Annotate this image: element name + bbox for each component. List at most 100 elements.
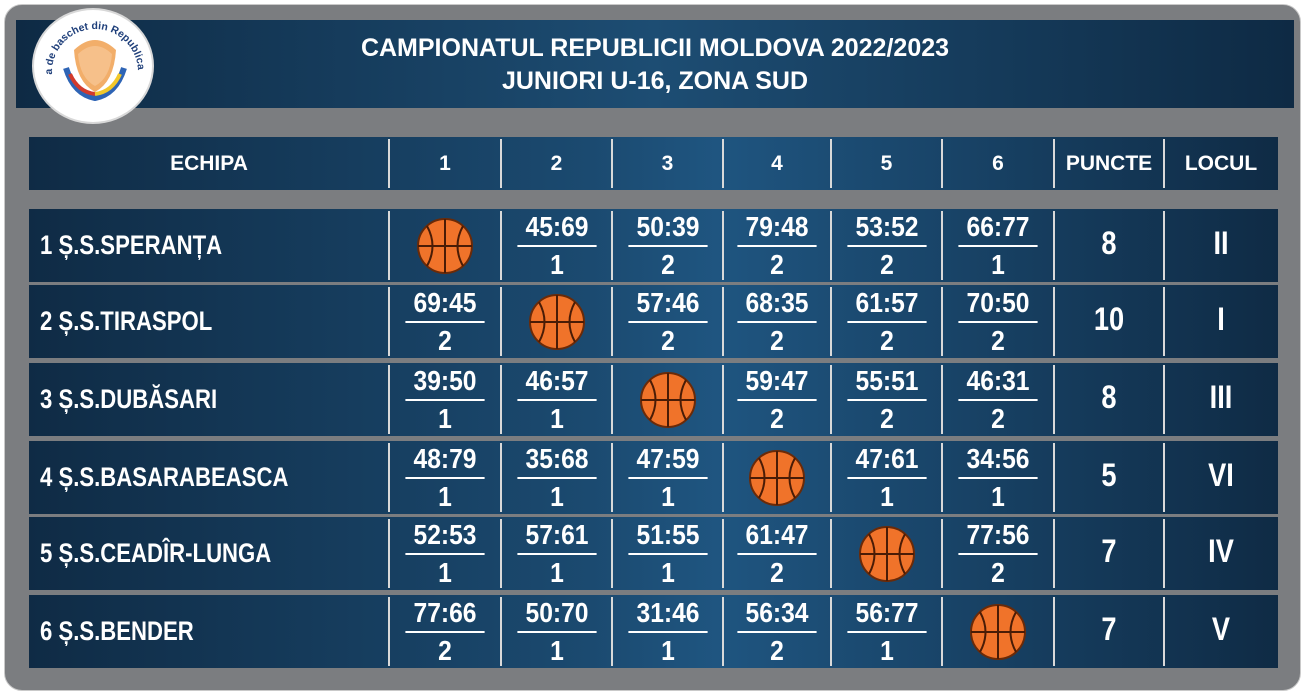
match-score: 50:70 [516, 597, 597, 633]
team-name: 6 Ș.S.BENDER [40, 616, 194, 646]
match-score: 56:77 [846, 597, 927, 633]
basketball-icon [639, 371, 697, 429]
match-points: 2 [770, 325, 784, 356]
match-score: 48:79 [405, 443, 485, 479]
match-result: 34:56 1 [958, 443, 1038, 513]
match-score: 31:46 [627, 597, 708, 633]
column-divider [611, 519, 613, 588]
table-header-row [29, 137, 1278, 190]
match-score: 52:53 [405, 519, 485, 555]
column-divider [1163, 365, 1165, 434]
match-score: 50:39 [627, 211, 708, 247]
match-points: 1 [549, 557, 564, 588]
match-points: 1 [438, 403, 452, 434]
match-points: 2 [770, 249, 784, 280]
match-points: 2 [438, 325, 452, 356]
match-score: 51:55 [627, 519, 708, 555]
column-divider [611, 211, 613, 280]
match-points: 1 [660, 635, 675, 666]
column-divider [611, 443, 613, 512]
column-divider [830, 443, 832, 512]
column-header-1: 1 [439, 151, 451, 175]
column-divider [1163, 139, 1165, 188]
team-rank: V [1211, 611, 1231, 647]
basketball-icon [416, 217, 474, 275]
column-divider [611, 365, 613, 434]
team-points: 8 [1101, 225, 1117, 261]
match-score: 79:48 [737, 211, 817, 247]
match-score: 77:66 [405, 597, 485, 633]
column-divider [941, 597, 943, 666]
match-score: 45:69 [516, 211, 597, 247]
match-result: 57:46 2 [627, 287, 708, 357]
match-points: 2 [770, 635, 784, 666]
team-points: 8 [1101, 379, 1117, 415]
title-line-2: JUNIORI U-16, ZONA SUD [501, 67, 809, 95]
match-points: 2 [770, 557, 784, 588]
match-result: 61:47 2 [737, 519, 817, 589]
column-divider [830, 139, 832, 188]
match-points: 2 [660, 249, 675, 280]
match-score: 61:47 [737, 519, 817, 555]
column-divider [611, 597, 613, 666]
match-points: 2 [991, 557, 1005, 588]
column-divider [941, 519, 943, 588]
column-divider [1053, 443, 1055, 512]
match-result: 47:59 1 [627, 443, 708, 513]
column-divider [830, 211, 832, 280]
team-name: 4 Ș.S.BASARABEASCA [40, 462, 289, 492]
match-score: 34:56 [958, 443, 1038, 479]
column-divider [388, 211, 390, 280]
team-name: 1 Ș.S.SPERANȚA [40, 230, 223, 260]
match-result: 77:56 2 [958, 519, 1038, 589]
match-score: 35:68 [516, 443, 597, 479]
column-divider [611, 139, 613, 188]
match-result: 35:68 1 [516, 443, 597, 513]
match-result: 57:61 1 [516, 519, 597, 589]
match-result: 50:39 2 [627, 211, 708, 281]
column-header-5: 5 [880, 151, 893, 175]
match-points: 1 [660, 481, 675, 512]
match-score: 57:46 [627, 287, 708, 323]
match-score: 70:50 [958, 287, 1038, 323]
match-points: 1 [879, 481, 894, 512]
column-divider [500, 211, 502, 280]
column-header-puncte: PUNCTE [1065, 151, 1153, 175]
column-divider [941, 211, 943, 280]
match-result: 56:77 1 [846, 597, 927, 667]
match-score: 77:56 [958, 519, 1038, 555]
column-divider [1163, 443, 1165, 512]
match-points: 1 [549, 481, 564, 512]
match-points: 2 [438, 635, 452, 666]
match-points: 2 [879, 249, 894, 280]
team-rank: IV [1208, 533, 1234, 569]
team-rank: II [1213, 225, 1229, 261]
column-divider [1163, 211, 1165, 280]
column-divider [500, 287, 502, 356]
title-line-1: CAMPIONATUL REPUBLICII MOLDOVA 2022/2023 [360, 34, 950, 62]
federation-logo: Federația de baschet din Republica Moldo… [32, 8, 154, 124]
column-divider [388, 443, 390, 512]
column-divider [941, 365, 943, 434]
team-name: 5 Ș.S.CEADÎR-LUNGA [40, 538, 272, 568]
match-result: 66:77 1 [958, 211, 1038, 281]
match-points: 1 [660, 557, 675, 588]
match-score: 69:45 [405, 287, 485, 323]
team-name: 2 Ș.S.TIRASPOL [40, 306, 213, 336]
match-score: 46:57 [516, 365, 597, 401]
match-result: 50:70 1 [516, 597, 597, 667]
match-score: 68:35 [737, 287, 817, 323]
match-points: 1 [549, 249, 564, 280]
column-divider [388, 139, 390, 188]
match-points: 1 [438, 481, 452, 512]
column-divider [830, 519, 832, 588]
match-result: 51:55 1 [627, 519, 708, 589]
match-score: 53:52 [846, 211, 927, 247]
match-points: 2 [879, 403, 894, 434]
match-points: 2 [991, 325, 1005, 356]
team-points: 7 [1101, 533, 1117, 569]
match-result: 61:57 2 [846, 287, 927, 357]
column-divider [1053, 287, 1055, 356]
column-divider [722, 287, 724, 356]
basketball-cup-logo-icon: Federația de baschet din Republica Moldo… [34, 10, 147, 104]
